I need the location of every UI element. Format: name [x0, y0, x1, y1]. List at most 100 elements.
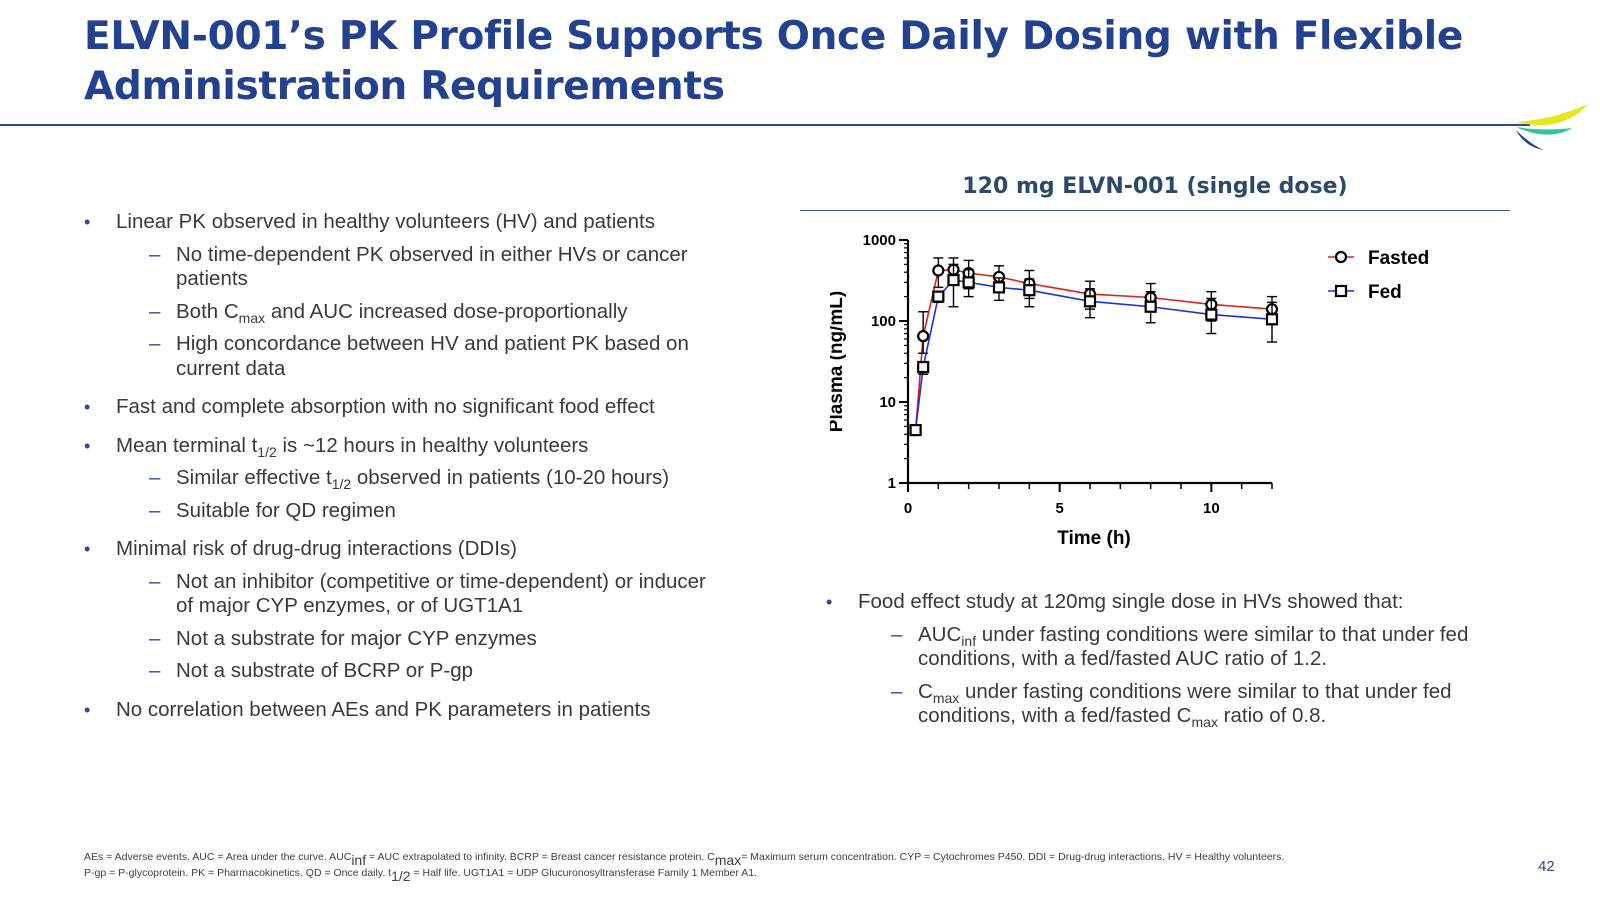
text-run: High concordance between HV and patient …: [176, 332, 689, 380]
subscript: 1/2: [257, 443, 277, 460]
footnote: AEs = Adverse events. AUC = Area under t…: [84, 849, 1544, 883]
sub-bullet-text: High concordance between HV and patient …: [176, 332, 724, 381]
pk-chart: 1 10 100 1000 0 5 10 Time (h) Plasma (ng/mL) Fast…: [830, 232, 1429, 549]
dash-marker: –: [891, 622, 903, 646]
x-axis-label: Time (h): [1057, 528, 1131, 549]
y-tick-label: 10: [879, 394, 896, 411]
sub-bullet-text: Not a substrate of BCRP or P-gp: [176, 659, 724, 684]
sub-bullet-text: Not a substrate for major CYP enzymes: [176, 627, 724, 652]
data-point: [917, 360, 930, 374]
legend-label: Fasted: [1368, 248, 1429, 269]
sub-bullet-item: – AUCinf under fasting conditions were si…: [858, 623, 1506, 672]
footnote-line-2: P-gp = P-glycoprotein. PK = Pharmacokine…: [84, 867, 757, 883]
x-tick-label: 5: [1055, 500, 1063, 517]
data-point: [909, 423, 922, 437]
sub-bullet-item: – No time-dependent PK observed in either…: [116, 243, 724, 292]
text-run: Not an inhibitor (competitive or time-de…: [176, 569, 706, 618]
bullet-marker: •: [84, 435, 91, 456]
legend-marker: [1334, 250, 1348, 264]
subscript: 1/2: [391, 868, 411, 884]
sub-bullet-text: Suitable for QD regimen: [176, 499, 724, 524]
bullet-text: Fast and complete absorption with no sig…: [116, 395, 655, 418]
x-tick-label: 0: [904, 500, 912, 517]
subscript: max: [238, 309, 266, 326]
text-run: Suitable for QD regimen: [176, 498, 396, 522]
dash-marker: –: [149, 498, 161, 522]
bullet-item: • Fast and complete absorption with no si…: [84, 395, 724, 420]
data-point: [917, 330, 930, 343]
data-point: [992, 281, 1006, 294]
chart-title: 120 mg ELVN-001 (single dose): [962, 174, 1348, 199]
bullet-item: • No correlation between AEs and PK param…: [84, 698, 724, 723]
data-point: [1144, 300, 1157, 313]
data-point: [947, 273, 960, 287]
bullet-marker: •: [84, 699, 91, 720]
text-run: under fasting conditions were similar to…: [918, 679, 1452, 728]
sub-bullet-item: – Not a substrate of BCRP or P-gp: [116, 659, 724, 684]
text-run: C: [918, 679, 933, 703]
data-point: [1083, 295, 1097, 308]
text-run: No time-dependent PK observed in either …: [176, 242, 688, 291]
subscript: max: [1191, 714, 1218, 730]
sub-bullet-item: – Cmax under fasting conditions were simi…: [858, 679, 1506, 730]
subscript: inf: [961, 632, 977, 649]
chart-title-divider: [800, 210, 1510, 211]
text-run: Not a substrate for major CYP enzymes: [176, 626, 537, 650]
bullet-text: Food effect study at 120mg single dose i…: [858, 590, 1404, 613]
text-run: under fasting conditions were similar to…: [918, 622, 1469, 671]
sub-bullet-text: Both Cmax and AUC increased dose-proport…: [176, 300, 724, 325]
sub-bullet-item: – Suitable for QD regimen: [116, 499, 724, 524]
series-fed: [909, 263, 1279, 437]
left-bullet-list: • Linear PK observed in healthy volunteer…: [84, 210, 724, 736]
bullet-marker: •: [84, 539, 91, 559]
sub-bullet-text: Cmax under fasting conditions were simil…: [918, 679, 1506, 730]
dash-marker: –: [149, 332, 161, 355]
data-point: [1023, 284, 1036, 297]
dash-marker: –: [149, 242, 161, 266]
dash-marker: –: [149, 569, 161, 593]
text-run: AUC: [918, 622, 962, 646]
data-point: [962, 276, 975, 289]
page-number: 42: [1538, 858, 1555, 875]
x-tick-label: 10: [1203, 500, 1220, 517]
footnote-line-1: AEs = Adverse events. AUC = Area under t…: [84, 851, 1285, 867]
bullet-item: • Linear PK observed in healthy volunteer…: [84, 210, 724, 381]
sub-bullet-text: No time-dependent PK observed in either …: [176, 243, 724, 292]
text-run: = Half life. UGT1A1 = UDP Glucuronosyltr…: [410, 867, 757, 879]
y-tick-label: 1: [888, 475, 896, 492]
sub-bullet-text: AUCinf under fasting conditions were sim…: [918, 623, 1506, 672]
bullet-text: No correlation between AEs and PK parame…: [116, 697, 651, 721]
sub-bullet-item: – Not a substrate for major CYP enzymes: [116, 627, 724, 652]
dash-marker: –: [149, 299, 161, 323]
y-axis-label: Plasma (ng/mL): [830, 291, 847, 432]
bullet-item: • Mean terminal t1/2 is ~12 hours in heal…: [84, 434, 724, 524]
legend-label: Fed: [1368, 282, 1402, 303]
bullet-text: Minimal risk of drug-drug interactions (…: [116, 537, 518, 560]
dash-marker: –: [891, 679, 903, 703]
text-run: Not a substrate of BCRP or P-gp: [176, 659, 474, 682]
legend-item-fasted: Fasted: [1328, 248, 1429, 269]
bullet-item: • Minimal risk of drug-drug interactions …: [84, 537, 724, 684]
sub-bullet-item: – High concordance between HV and patient…: [116, 332, 724, 381]
data-point: [1265, 313, 1279, 326]
legend-marker: [1334, 284, 1348, 298]
sub-bullet-item: – Both Cmax and AUC increased dose-propor…: [116, 300, 724, 325]
company-logo-icon: [1516, 104, 1588, 150]
subscript: 1/2: [331, 476, 352, 492]
text-run: observed in patients (10-20 hours): [351, 466, 670, 489]
bullet-text: Linear PK observed in healthy volunteers…: [116, 210, 656, 233]
text-run: = AUC extrapolated to infinity. BCRP = B…: [366, 851, 715, 863]
bullet-text: Mean terminal t1/2 is ~12 hours in healt…: [116, 434, 724, 459]
sub-bullet-text: Similar effective t1/2 observed in patie…: [176, 466, 724, 491]
bullet-marker: •: [826, 592, 833, 612]
sub-bullet-item: – Similar effective t1/2 observed in pati…: [116, 466, 724, 491]
bullet-marker: •: [84, 212, 91, 232]
title-divider: [0, 124, 1530, 126]
dash-marker: –: [149, 626, 161, 650]
data-point: [932, 264, 945, 277]
text-run: Both C: [176, 299, 239, 323]
dash-marker: –: [149, 466, 161, 489]
text-run: ratio of 0.8.: [1217, 704, 1327, 727]
text-run: = Maximum serum concentration. CYP = Cyt…: [741, 851, 1285, 863]
y-tick-label: 100: [871, 313, 896, 330]
